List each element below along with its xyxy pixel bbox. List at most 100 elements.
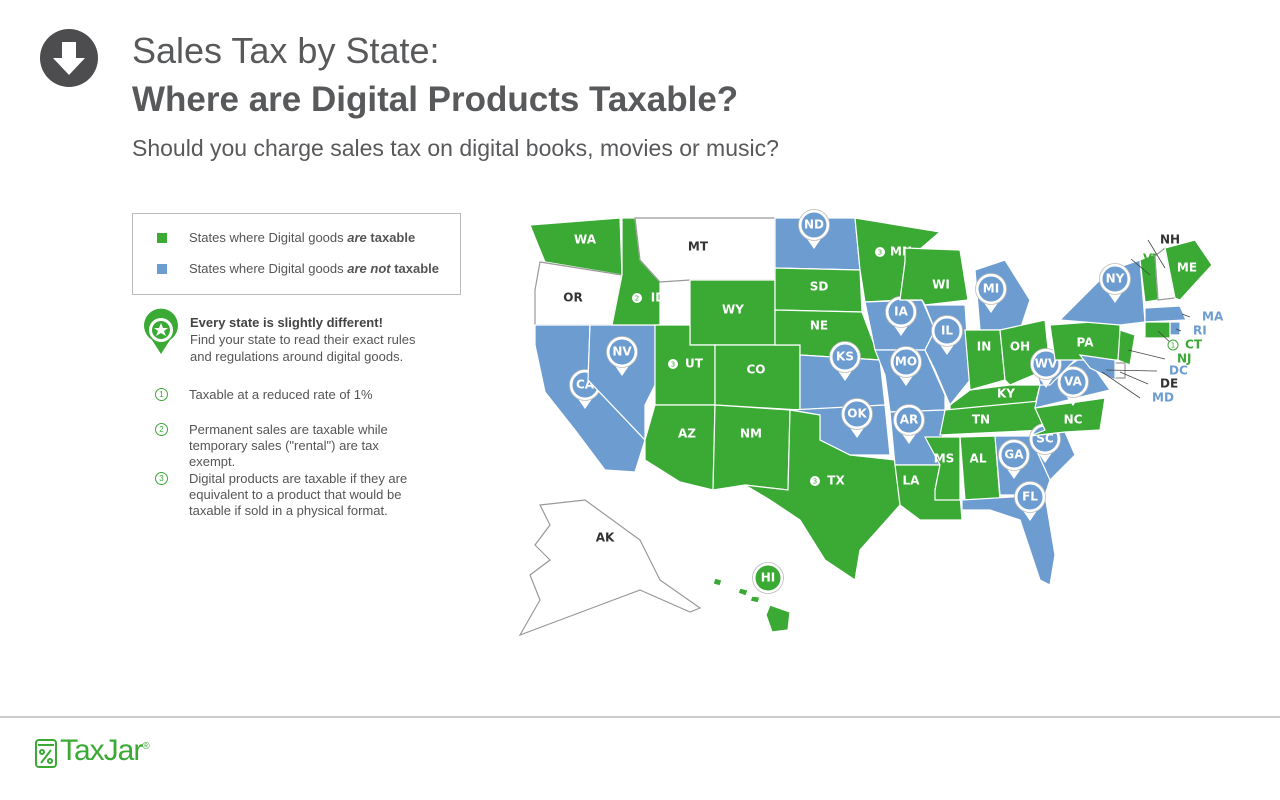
- pin-ring: [931, 315, 963, 347]
- star-pin: [144, 308, 178, 354]
- state: [961, 494, 1056, 586]
- state-label: ID: [651, 291, 665, 305]
- state: [1144, 305, 1187, 323]
- state-label: IA: [894, 305, 908, 319]
- note: Every state is slightly different! Find …: [190, 314, 440, 365]
- footnote-dot: [632, 293, 642, 303]
- state: [1144, 321, 1171, 339]
- pin-head: [998, 439, 1030, 471]
- footnote-marker: 1: [155, 388, 168, 401]
- state: [1078, 354, 1116, 381]
- pin-head: [1030, 348, 1062, 380]
- state: [1164, 239, 1213, 301]
- legend-text: taxable: [366, 230, 416, 245]
- pin-ring: [606, 336, 638, 368]
- brand: TaxJar®: [60, 734, 150, 768]
- state-label: NE: [810, 319, 828, 333]
- footnote-number: 2: [635, 295, 639, 303]
- state-label: IN: [977, 340, 992, 354]
- footnote-marker: 2: [155, 423, 168, 436]
- pin-ring: [1099, 263, 1131, 295]
- state-label: TN: [972, 413, 990, 427]
- state-label: WV: [1035, 357, 1058, 371]
- pin-ring: [829, 341, 861, 373]
- state-label: OH: [1010, 340, 1030, 354]
- state-label: TX: [827, 474, 845, 488]
- pin-head: [606, 336, 638, 368]
- pin-head: [931, 315, 963, 347]
- legend-item: States where Digital goods are not taxab…: [157, 261, 439, 276]
- leader-line: [1130, 258, 1151, 276]
- footnote-number: 3: [671, 361, 675, 369]
- legend-text: are: [347, 230, 367, 245]
- subtitle: Should you charge sales tax on digital b…: [132, 135, 779, 161]
- pin-head: [829, 341, 861, 373]
- legend-text: are not: [347, 261, 391, 276]
- pin-head: [975, 273, 1007, 305]
- state-label: CT: [1185, 338, 1203, 352]
- state-label: WA: [574, 233, 597, 247]
- footnote-dot: [668, 359, 678, 369]
- footnote-number: 3: [813, 478, 817, 486]
- state-label: DE: [1160, 377, 1178, 391]
- leader-line: [1175, 328, 1182, 332]
- state-label: MI: [983, 282, 999, 296]
- state-label: KS: [836, 350, 854, 364]
- footnote-dot: [810, 476, 820, 486]
- legend-text: taxable: [390, 261, 440, 276]
- state: [518, 499, 702, 637]
- state-label: OK: [847, 407, 867, 421]
- legend-text: States where Digital goods: [189, 261, 348, 276]
- legend-swatch: [157, 264, 167, 274]
- state-label: MA: [1202, 310, 1224, 324]
- footnote-text: Digital products are taxable if they are…: [189, 471, 408, 518]
- state-label: GA: [1004, 448, 1024, 462]
- state-label: MT: [688, 240, 709, 254]
- pin-head: [1099, 263, 1131, 295]
- state-label: PA: [1077, 336, 1095, 350]
- brand-name: TaxJar: [60, 734, 143, 767]
- pin-ring: [998, 439, 1030, 471]
- state: [899, 247, 969, 306]
- state: [1117, 329, 1136, 366]
- state-label: CO: [746, 363, 765, 377]
- state-label: RI: [1193, 324, 1207, 338]
- state: [1169, 321, 1181, 336]
- legend: States where Digital goods are taxable St…: [132, 213, 461, 295]
- pin-ring: [798, 209, 830, 241]
- pin-ring: [1014, 481, 1046, 513]
- state-label: WY: [722, 303, 744, 317]
- footnote-dot: [1167, 339, 1179, 351]
- footnote: 1 Taxable at a reduced rate of 1%: [155, 387, 415, 403]
- state: [712, 404, 791, 491]
- state-label: FL: [1022, 490, 1038, 504]
- leader-line: [1181, 313, 1191, 318]
- pin-head: [893, 404, 925, 436]
- footnote: 2 Permanent sales are taxable while tempo…: [155, 422, 415, 470]
- leader-line: [1119, 371, 1149, 385]
- state-label: LA: [903, 474, 921, 488]
- state-label: ME: [1177, 261, 1197, 275]
- pin-head: [752, 562, 784, 594]
- pin-ring: [893, 404, 925, 436]
- pin-ring: [752, 562, 784, 594]
- state-label: AR: [900, 413, 919, 427]
- legend-item: States where Digital goods are taxable: [157, 230, 415, 245]
- state-label: HI: [761, 571, 776, 585]
- state-label: AZ: [678, 427, 696, 441]
- legend-text: States where Digital goods: [189, 230, 348, 245]
- title-line2: Where are Digital Products Taxable?: [132, 80, 739, 119]
- state-label: AL: [970, 452, 987, 466]
- leader-line: [1147, 239, 1166, 269]
- state: [1029, 397, 1106, 437]
- footnote-number: 3: [878, 249, 882, 257]
- state: [959, 435, 1001, 501]
- title-line1: Sales Tax by State:: [132, 30, 440, 71]
- leader-line: [1105, 369, 1158, 372]
- state-label: MO: [895, 355, 917, 369]
- state-label: IL: [941, 324, 953, 338]
- brand-mark: ®: [142, 741, 149, 752]
- pin-ring: [1057, 366, 1089, 398]
